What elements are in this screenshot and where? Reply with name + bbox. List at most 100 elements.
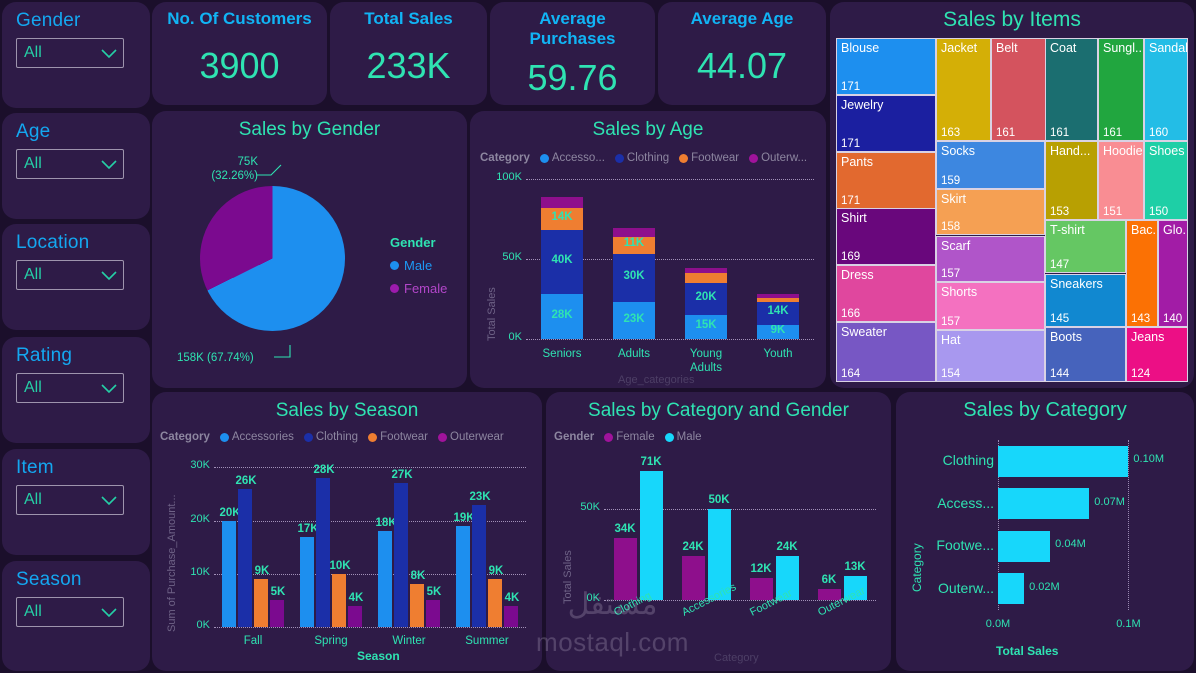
treemap-cell[interactable]: Jewelry 171 [836,95,936,152]
chevron-down-icon[interactable] [101,271,117,281]
slicer-dropdown[interactable]: All [16,260,124,290]
slicer-label: Rating [16,345,73,366]
legend-item[interactable]: Outerwear [438,431,504,443]
slicer-gender[interactable]: Gender All [2,2,150,108]
treemap-cell-value: 150 [1149,206,1169,218]
treemap-cell[interactable]: Jacket 163 [936,38,991,141]
treemap-cell-value: 157 [941,268,961,280]
kpi-title: Average Purchases [529,9,616,48]
treemap-cell[interactable]: Sandals 160 [1144,38,1188,141]
treemap-cell-label: Sweater [841,325,887,339]
kpi-value: 233K [366,45,451,86]
chart-legend: Category Accessories Clothing Footwear O… [160,431,509,443]
legend-item[interactable]: Clothing [614,152,669,164]
slicer-value: All [24,155,42,172]
chevron-down-icon[interactable] [101,160,117,170]
treemap-cell-value: 140 [1163,313,1183,325]
slicer-label: Season [16,569,82,590]
legend-item[interactable]: Male [664,431,702,443]
treemap-cell[interactable]: Belt 161 [991,38,1046,141]
category-plot-area: 0.0M 0.1M 0.10M Clothing 0.07M Access... 0.04M… [930,440,1180,630]
chevron-down-icon[interactable] [101,49,117,59]
treemap-cell[interactable]: Hat 154 [936,330,1045,382]
legend-item[interactable]: Accesso... [539,152,605,164]
pie-slices [200,186,345,331]
legend-item[interactable]: Female [604,431,655,443]
treemap-cell-value: 154 [941,368,961,380]
legend-swatch [303,432,313,442]
slicer-season[interactable]: Season All [2,561,150,671]
legend-item[interactable]: Footwear [679,152,739,164]
treemap-cell-value: 147 [1050,259,1070,271]
treemap-cell-value: 161 [1050,127,1070,139]
chart-sales-by-gender: Sales by Gender 75K (32.26%) 158K (67.74… [152,111,467,388]
treemap-cell[interactable]: Boots 144 [1045,327,1126,382]
slicer-dropdown[interactable]: All [16,485,124,515]
legend-item[interactable]: Accessories [219,431,294,443]
slicer-rating[interactable]: Rating All [2,337,150,443]
treemap-cell-label: Scarf [941,239,971,253]
treemap-cell[interactable]: Sweater 164 [836,322,936,382]
legend-item[interactable]: Outerw... [749,152,807,164]
x-axis-title: Category [714,652,759,664]
treemap-cell[interactable]: Jeans 124 [1126,327,1188,382]
slicer-label: Gender [16,10,81,31]
season-plot-area: 0K 10K 20K 30K 20K 26K 9K 5K Fall 17K 28K 10K 4K Spri… [190,459,526,647]
treemap-cell-label: Sandals [1149,41,1188,55]
treemap-cell[interactable]: Hand... 153 [1045,141,1098,220]
treemap-cell[interactable]: Shorts 157 [936,282,1045,330]
treemap-cell[interactable]: Sungl... 161 [1098,38,1144,141]
chevron-down-icon[interactable] [101,384,117,394]
slicer-dropdown[interactable]: All [16,149,124,179]
treemap-cell[interactable]: Pants 171 [836,152,936,209]
treemap-cell[interactable]: Dress 166 [836,265,936,322]
treemap-cell-label: Pants [841,155,873,169]
treemap-cell[interactable]: Shirt 169 [836,208,936,265]
slicer-dropdown[interactable]: All [16,373,124,403]
treemap-cell-value: 169 [841,251,861,263]
legend-swatch [438,432,447,442]
treemap-cell[interactable]: Skirt 158 [936,189,1045,235]
treemap-cell-value: 124 [1131,368,1151,380]
treemap-cell[interactable]: Hoodie 151 [1098,141,1144,220]
treemap-cell[interactable]: Glo... 140 [1158,220,1188,327]
treemap-cell-value: 159 [941,175,961,187]
kpi-title: No. Of Customers [167,9,312,28]
chevron-down-icon[interactable] [101,496,117,506]
treemap-cell[interactable]: Blouse 171 [836,38,936,95]
kpi-average-age: Average Age 44.07 [658,2,826,105]
legend-title: Category [160,431,210,443]
slicer-dropdown[interactable]: All [16,597,124,627]
legend-item[interactable]: Clothing [303,431,358,443]
treemap-cell[interactable]: Socks 159 [936,141,1045,189]
slicer-age[interactable]: Age All [2,113,150,219]
legend-swatch [219,432,229,442]
treemap-cell[interactable]: Coat 161 [1045,38,1098,141]
legend-swatch [604,432,614,442]
slicer-label: Age [16,121,51,142]
legend-title: Gender [554,431,595,443]
treemap-cell[interactable]: Shoes 150 [1144,141,1188,220]
legend-swatch [749,153,759,163]
kpi-value: 59.76 [527,57,618,98]
age-plot-area: 0K 50K 100K 28K 40K 14K Seniors 23K 30K 11K Adults… [496,171,814,374]
legend-item[interactable]: Footwear [368,431,428,443]
treemap-cell-label: Boots [1050,330,1082,344]
slicer-dropdown[interactable]: All [16,38,124,68]
legend-swatch [368,432,378,442]
chevron-down-icon[interactable] [101,608,117,618]
slicer-item[interactable]: Item All [2,449,150,555]
treemap-cell[interactable]: Bac... 143 [1126,220,1158,327]
treemap-cell-value: 144 [1050,368,1070,380]
category-gender-plot-area: 0K 50K 34K 71K Clothing 24K 50K Accessories 12K 2… [580,456,876,619]
treemap-cell-label: Hand... [1050,144,1091,158]
slicer-location[interactable]: Location All [2,224,150,330]
treemap-cell[interactable]: T-shirt 147 [1045,220,1126,273]
treemap-cell-label: Blouse [841,41,880,55]
slicer-value: All [24,491,42,508]
chart-sales-by-age: Sales by Age Category Accesso... Clothin… [470,111,826,388]
treemap-cell[interactable]: Scarf 157 [936,236,1045,282]
treemap-cell-value: 171 [841,81,861,93]
treemap-cell[interactable]: Sneakers 145 [1045,274,1126,327]
